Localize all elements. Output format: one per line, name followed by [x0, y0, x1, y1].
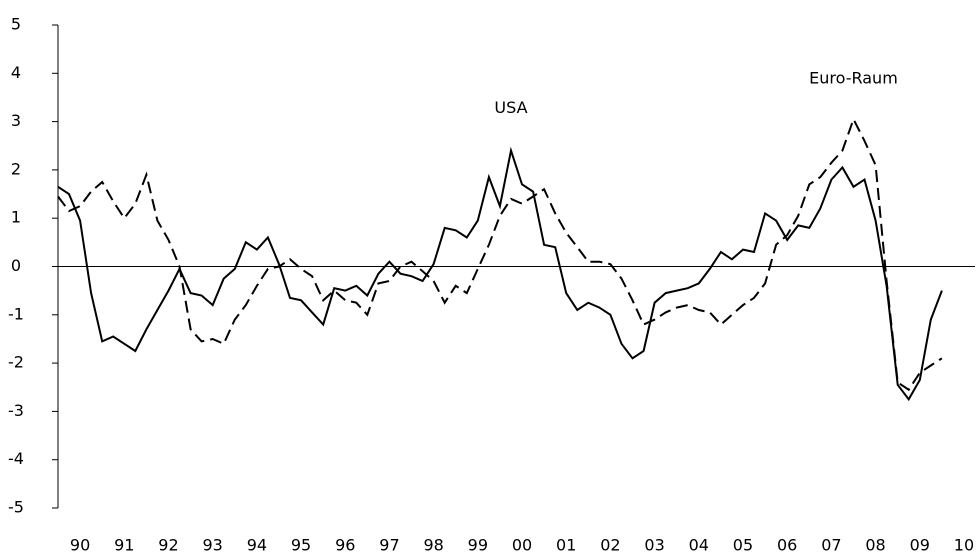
y-tick-label: -3 [8, 401, 24, 420]
line [57, 146, 943, 402]
y-tick-label: -5 [8, 498, 24, 517]
x-tick-label: 04 [689, 536, 709, 554]
x-tick-label: 90 [70, 536, 90, 554]
x-tick-label: 98 [423, 536, 443, 554]
y-tick-label: -4 [8, 449, 24, 468]
x-tick-label: 10 [954, 536, 974, 554]
x-tick-label: 02 [600, 536, 620, 554]
series-label: Euro-Raum [809, 69, 898, 88]
x-tick-label: 05 [733, 536, 753, 554]
x-tick-label: 09 [910, 536, 930, 554]
x-tick-label: 03 [644, 536, 664, 554]
x-tick-label: 99 [468, 536, 488, 554]
y-tick-label: -2 [8, 353, 24, 372]
y-tick-label: 2 [11, 159, 21, 178]
y-tick-label: 1 [11, 208, 21, 227]
x-tick-label: 91 [114, 536, 134, 554]
x-tick-label: 96 [335, 536, 355, 554]
y-tick-label: 3 [11, 111, 21, 130]
x-tick-label: 92 [158, 536, 178, 554]
x-tick-label: 94 [247, 536, 267, 554]
x-tick-label: 01 [556, 536, 576, 554]
y-tick-label: 4 [11, 63, 21, 82]
x-tick-label: 95 [291, 536, 311, 554]
x-tick-label: 06 [777, 536, 797, 554]
x-tick-label: 07 [821, 536, 841, 554]
y-tick-label: -1 [8, 304, 24, 323]
x-tick-label: 97 [379, 536, 399, 554]
y-tick-label: 0 [11, 256, 21, 275]
x-tick-label: 00 [512, 536, 532, 554]
x-tick-label: 93 [202, 536, 222, 554]
y-tick-label: 5 [11, 15, 21, 34]
x-tick-label: 08 [865, 536, 885, 554]
line [57, 116, 943, 392]
series-label: USA [494, 98, 527, 117]
